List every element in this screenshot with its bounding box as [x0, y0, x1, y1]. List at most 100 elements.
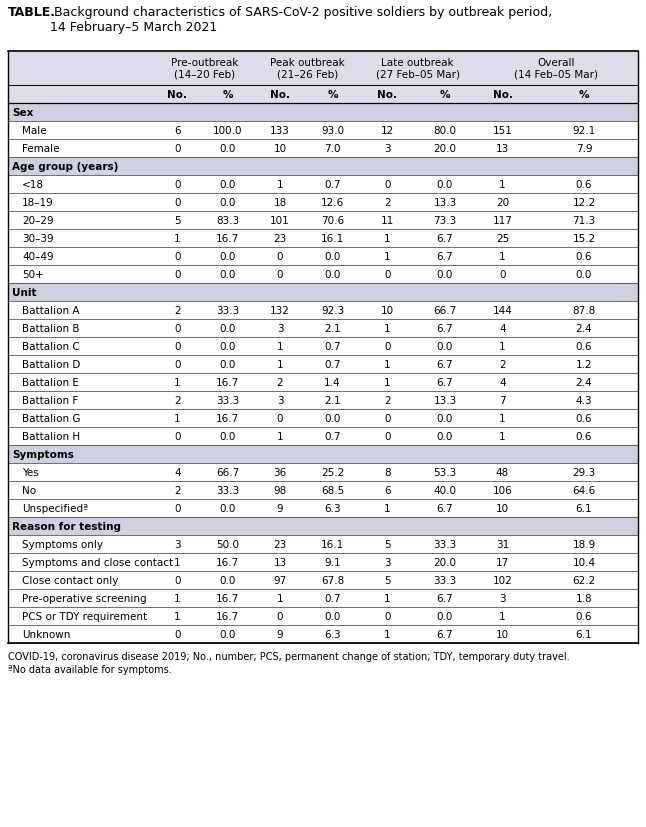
Text: 16.7: 16.7: [216, 378, 239, 388]
Text: Female: Female: [22, 144, 59, 154]
Text: Symptoms and close contact: Symptoms and close contact: [22, 557, 173, 567]
Text: %: %: [440, 90, 450, 100]
Text: 50+: 50+: [22, 270, 44, 280]
Text: %: %: [222, 90, 233, 100]
Text: 3: 3: [276, 323, 284, 333]
Text: 83.3: 83.3: [216, 216, 239, 226]
Text: 0.0: 0.0: [219, 504, 236, 514]
Text: 0.7: 0.7: [324, 593, 340, 603]
Text: 0.6: 0.6: [576, 432, 592, 442]
Text: 0.0: 0.0: [219, 198, 236, 208]
Bar: [8, 409, 638, 428]
Text: 100.0: 100.0: [213, 126, 242, 136]
Text: 0: 0: [174, 179, 181, 189]
Text: 33.3: 33.3: [216, 306, 239, 316]
Text: 23: 23: [273, 539, 287, 549]
Text: Symptoms only: Symptoms only: [22, 539, 103, 549]
Bar: [8, 553, 638, 571]
Text: 0.0: 0.0: [219, 576, 236, 586]
Text: 2: 2: [174, 395, 181, 405]
Text: 33.3: 33.3: [216, 395, 239, 405]
Text: 2.1: 2.1: [324, 395, 341, 405]
Text: 6: 6: [384, 485, 391, 495]
Text: 102: 102: [493, 576, 512, 586]
Text: 0: 0: [384, 414, 391, 423]
Text: No.: No.: [167, 90, 187, 100]
Text: Reason for testing: Reason for testing: [12, 521, 121, 532]
Text: 0: 0: [174, 323, 181, 333]
Text: 6: 6: [174, 126, 181, 136]
Text: 1: 1: [499, 179, 506, 189]
Text: No.: No.: [270, 90, 290, 100]
Bar: [8, 607, 638, 625]
Text: Pre-operative screening: Pre-operative screening: [22, 593, 147, 603]
Text: 0: 0: [174, 432, 181, 442]
Text: Pre-outbreak
(14–20 Feb): Pre-outbreak (14–20 Feb): [171, 58, 238, 79]
Text: 0: 0: [499, 270, 506, 280]
Text: 0: 0: [384, 432, 391, 442]
Text: 0.0: 0.0: [324, 611, 340, 621]
Text: 0.0: 0.0: [576, 270, 592, 280]
Text: 3: 3: [276, 395, 284, 405]
Text: 132: 132: [270, 306, 290, 316]
Text: 12: 12: [381, 126, 394, 136]
Bar: [8, 625, 638, 643]
Bar: [8, 446, 638, 463]
Text: 20–29: 20–29: [22, 216, 54, 226]
Bar: [8, 535, 638, 553]
Text: 13: 13: [496, 144, 509, 154]
Text: 29.3: 29.3: [572, 467, 596, 477]
Text: 0.6: 0.6: [576, 251, 592, 261]
Text: 23: 23: [273, 234, 287, 244]
Text: 2: 2: [276, 378, 284, 388]
Text: 2: 2: [174, 306, 181, 316]
Text: Symptoms: Symptoms: [12, 449, 74, 460]
Text: 98: 98: [273, 485, 287, 495]
Bar: [8, 52, 638, 86]
Text: 5: 5: [174, 216, 181, 226]
Text: TABLE.: TABLE.: [8, 6, 56, 19]
Text: 6.1: 6.1: [576, 504, 592, 514]
Bar: [8, 158, 638, 176]
Text: 0: 0: [174, 144, 181, 154]
Text: 0: 0: [174, 360, 181, 370]
Bar: [8, 212, 638, 230]
Text: 7.9: 7.9: [576, 144, 592, 154]
Text: 2: 2: [384, 198, 391, 208]
Text: 1: 1: [384, 234, 391, 244]
Text: 16.7: 16.7: [216, 557, 239, 567]
Bar: [8, 104, 638, 122]
Text: 6.7: 6.7: [437, 593, 453, 603]
Text: 1: 1: [384, 378, 391, 388]
Text: 0: 0: [384, 611, 391, 621]
Text: 1: 1: [384, 251, 391, 261]
Bar: [8, 302, 638, 319]
Bar: [8, 518, 638, 535]
Bar: [8, 391, 638, 409]
Text: 0.7: 0.7: [324, 342, 340, 351]
Text: 33.3: 33.3: [433, 539, 457, 549]
Text: 13.3: 13.3: [433, 395, 457, 405]
Text: 10.4: 10.4: [572, 557, 596, 567]
Text: 4: 4: [499, 323, 506, 333]
Text: 1: 1: [174, 557, 181, 567]
Text: 117: 117: [492, 216, 512, 226]
Text: 1.2: 1.2: [576, 360, 592, 370]
Text: 0.7: 0.7: [324, 432, 340, 442]
Text: COVID-19, coronavirus disease 2019; No., number; PCS, permanent change of statio: COVID-19, coronavirus disease 2019; No.,…: [8, 651, 570, 662]
Text: 1: 1: [174, 611, 181, 621]
Text: 0.0: 0.0: [219, 251, 236, 261]
Text: 1: 1: [174, 234, 181, 244]
Text: Peak outbreak
(21–26 Feb): Peak outbreak (21–26 Feb): [270, 58, 345, 79]
Text: 50.0: 50.0: [216, 539, 239, 549]
Text: 7.0: 7.0: [324, 144, 340, 154]
Text: 0: 0: [174, 342, 181, 351]
Text: 1: 1: [276, 593, 284, 603]
Text: 1: 1: [276, 432, 284, 442]
Text: 1: 1: [276, 342, 284, 351]
Bar: [8, 265, 638, 284]
Text: 0: 0: [174, 576, 181, 586]
Text: 40–49: 40–49: [22, 251, 54, 261]
Text: Battalion C: Battalion C: [22, 342, 79, 351]
Text: 6.3: 6.3: [324, 504, 341, 514]
